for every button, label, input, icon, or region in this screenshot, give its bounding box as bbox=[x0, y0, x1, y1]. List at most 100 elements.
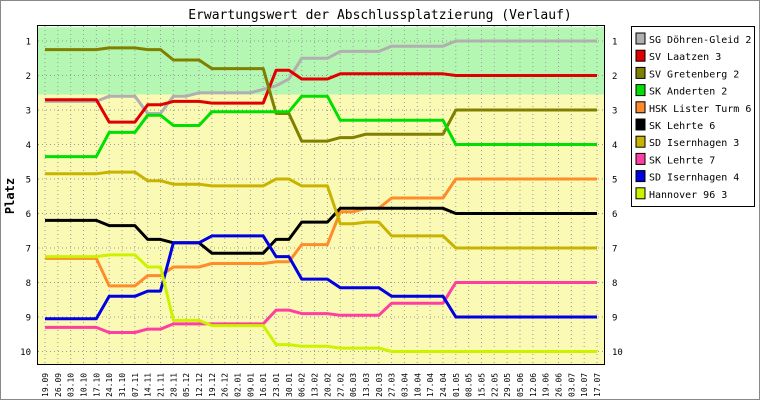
y-tick-label-left: 1 bbox=[26, 38, 31, 48]
series-line-6 bbox=[45, 206, 597, 255]
y-tick-label-left: 4 bbox=[26, 141, 31, 151]
x-tick-label: 06.03 bbox=[349, 373, 358, 397]
legend: SG Döhren-Gleid 2 SV Laatzen 3 SV Gretenbe… bbox=[631, 26, 755, 207]
y-tick-label-right: 10 bbox=[612, 348, 623, 358]
x-tick-label: 17.04 bbox=[426, 373, 435, 397]
legend-swatch-8 bbox=[635, 152, 646, 165]
x-tick-label: 06.02 bbox=[298, 373, 307, 397]
background-bands bbox=[38, 27, 604, 364]
y-tick-label-right: 9 bbox=[612, 314, 617, 324]
x-tick-label: 26.09 bbox=[54, 373, 63, 397]
legend-swatch-2 bbox=[635, 49, 646, 62]
x-tick-label: 20.02 bbox=[323, 373, 332, 397]
x-tick-label: 10.10 bbox=[80, 373, 89, 397]
x-tick-label: 15.05 bbox=[478, 373, 487, 397]
y-tick-labels-left: 1 2 3 4 5 6 7 8 9 10 bbox=[20, 38, 31, 359]
y-tick-label-left: 6 bbox=[26, 210, 31, 220]
series-line-7 bbox=[45, 170, 597, 250]
series-line-3 bbox=[45, 46, 597, 143]
legend-swatch-10 bbox=[635, 187, 646, 200]
x-tick-label: 08.05 bbox=[465, 373, 474, 397]
y-tick-label-left: 10 bbox=[20, 348, 31, 358]
series-line-9 bbox=[45, 234, 597, 321]
series-line-5 bbox=[45, 177, 597, 288]
x-tick-label: 10.07 bbox=[580, 373, 589, 397]
legend-swatch-6 bbox=[635, 118, 646, 131]
y-tick-label-left: 9 bbox=[26, 314, 31, 324]
series-line-8 bbox=[45, 281, 597, 334]
series-line-2 bbox=[45, 68, 597, 124]
x-tick-label: 21.11 bbox=[157, 373, 166, 397]
x-tick-label: 05.12 bbox=[182, 373, 191, 397]
x-tick-labels: 19.09 26.09 03.10 10.10 17.10 24.10 31.10 07.11… bbox=[41, 373, 602, 397]
x-tick-label: 26.12 bbox=[221, 373, 230, 397]
legend-swatch-4 bbox=[635, 84, 646, 97]
legend-label-5: HSK Lister Turm 6 bbox=[649, 104, 751, 115]
x-tick-label: 23.01 bbox=[272, 373, 281, 397]
x-tick-label: 13.02 bbox=[311, 373, 320, 397]
x-tick-label: 26.06 bbox=[555, 373, 564, 397]
y-tick-label-right: 8 bbox=[612, 279, 617, 289]
x-tick-label: 29.05 bbox=[503, 373, 512, 397]
x-tick-label: 17.07 bbox=[593, 373, 602, 397]
y-tick-label-right: 3 bbox=[612, 107, 617, 117]
y-tick-label-right: 5 bbox=[612, 176, 617, 186]
legend-swatch-5 bbox=[635, 101, 646, 114]
x-tick-label: 27.03 bbox=[388, 373, 397, 397]
legend-swatch-7 bbox=[635, 135, 646, 148]
legend-label-3: SV Gretenberg 2 bbox=[649, 69, 739, 80]
x-tick-label: 28.11 bbox=[169, 373, 178, 397]
x-tick-label: 05.06 bbox=[516, 373, 525, 397]
y-axis-label: Platz bbox=[3, 178, 17, 214]
gridlines bbox=[38, 26, 604, 364]
x-tick-label: 16.01 bbox=[259, 373, 268, 397]
background-band-2 bbox=[38, 94, 604, 364]
x-tick-label: 19.12 bbox=[208, 373, 217, 397]
chart-title: Erwartungswert der Abschlussplatzierung … bbox=[188, 8, 572, 23]
x-tick-label: 24.04 bbox=[439, 373, 448, 397]
y-tick-label-left: 3 bbox=[26, 107, 31, 117]
legend-label-10: Hannover 96 3 bbox=[649, 190, 727, 201]
background-band-1 bbox=[38, 27, 604, 95]
x-tick-label: 03.04 bbox=[400, 373, 409, 397]
legend-box bbox=[631, 26, 755, 207]
y-tick-label-left: 8 bbox=[26, 279, 31, 289]
plot-area-border bbox=[37, 25, 605, 365]
x-tick-label: 07.11 bbox=[131, 373, 140, 397]
x-tick-label: 03.10 bbox=[67, 373, 76, 397]
x-tick-label: 20.03 bbox=[375, 373, 384, 397]
y-tick-label-left: 5 bbox=[26, 176, 31, 186]
series-line-4 bbox=[45, 94, 597, 159]
y-tick-label-right: 6 bbox=[612, 210, 617, 220]
legend-swatch-1 bbox=[635, 32, 646, 45]
x-tick-label: 22.05 bbox=[490, 373, 499, 397]
legend-label-9: SD Isernhagen 4 bbox=[649, 173, 739, 184]
y-tick-label-right: 1 bbox=[612, 38, 617, 48]
x-tick-label: 17.10 bbox=[92, 373, 101, 397]
x-tick-label: 24.10 bbox=[105, 373, 114, 397]
y-tick-label-left: 2 bbox=[26, 72, 31, 82]
x-tick-label: 10.04 bbox=[413, 373, 422, 397]
y-tick-label-left: 7 bbox=[26, 245, 31, 255]
legend-swatch-3 bbox=[635, 66, 646, 79]
legend-label-4: SK Anderten 2 bbox=[649, 87, 727, 98]
x-tick-label: 14.11 bbox=[144, 373, 153, 397]
legend-label-6: SK Lehrte 6 bbox=[649, 121, 715, 132]
x-tick-label: 12.12 bbox=[195, 373, 204, 397]
y-tick-label-right: 2 bbox=[612, 72, 617, 82]
series-line-1 bbox=[45, 39, 597, 115]
x-tick-label: 30.01 bbox=[285, 373, 294, 397]
series-lines bbox=[45, 39, 597, 353]
legend-swatch-9 bbox=[635, 170, 646, 183]
legend-label-7: SD Isernhagen 3 bbox=[649, 138, 739, 149]
x-tick-label: 27.02 bbox=[336, 373, 345, 397]
legend-label-2: SV Laatzen 3 bbox=[649, 52, 721, 63]
x-tick-label: 19.09 bbox=[41, 373, 50, 397]
x-tick-label: 09.01 bbox=[246, 373, 255, 397]
legend-label-8: SK Lehrte 7 bbox=[649, 155, 715, 166]
series-line-10 bbox=[45, 253, 597, 353]
x-tick-label: 13.03 bbox=[362, 373, 371, 397]
y-tick-label-right: 7 bbox=[612, 245, 617, 255]
